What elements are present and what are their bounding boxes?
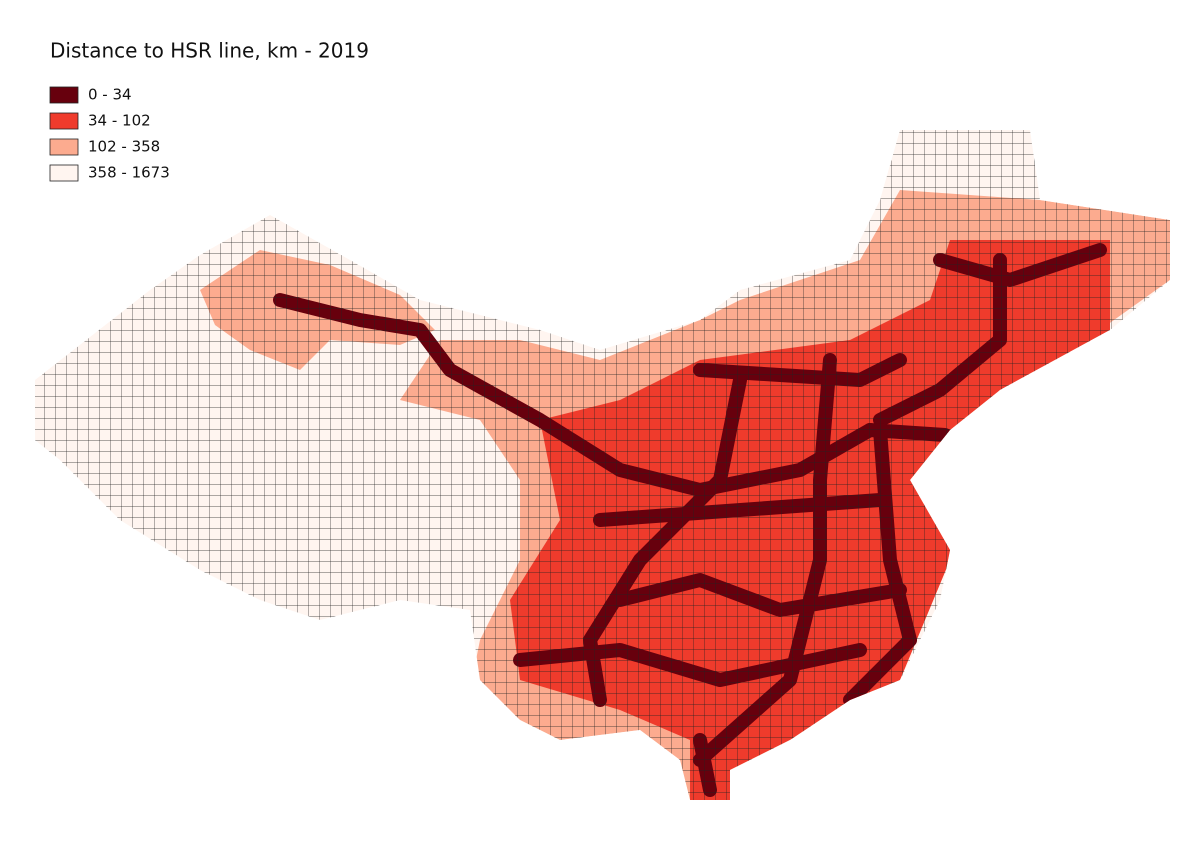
legend-swatch xyxy=(49,138,79,156)
legend-swatch xyxy=(49,164,79,182)
legend-label: 34 - 102 xyxy=(88,112,151,130)
legend-swatch xyxy=(49,86,79,104)
legend-label: 358 - 1673 xyxy=(88,164,170,182)
legend-swatch xyxy=(49,112,79,130)
legend-label: 0 - 34 xyxy=(88,86,132,104)
legend-label: 102 - 358 xyxy=(88,138,160,156)
map-title: Distance to HSR line, km - 2019 xyxy=(50,39,369,63)
legend: 0 - 34 34 - 102 102 - 358 358 - 1673 xyxy=(49,86,170,182)
